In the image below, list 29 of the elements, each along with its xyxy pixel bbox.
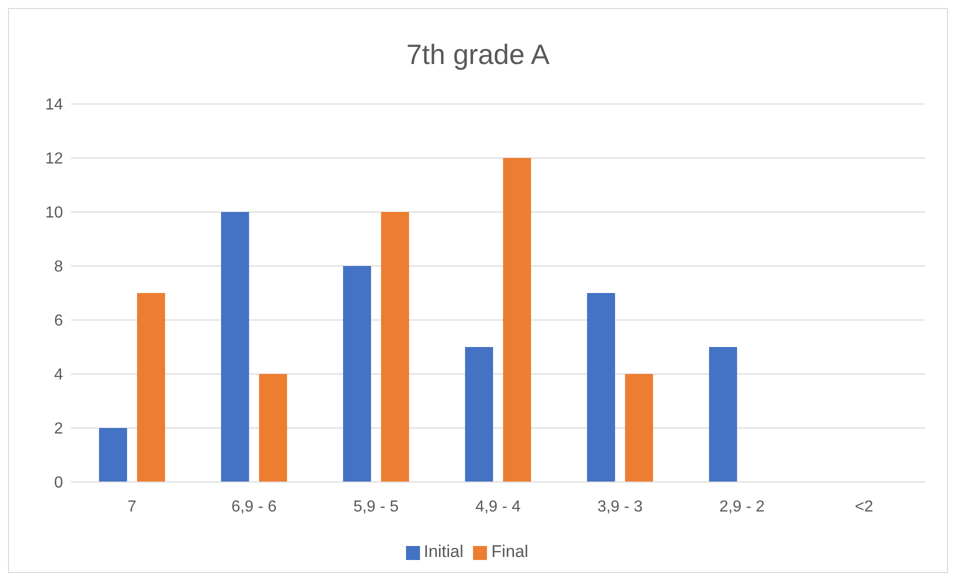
x-tick-label: 2,9 - 2 xyxy=(719,498,765,516)
x-tick-label: 4,9 - 4 xyxy=(475,498,521,516)
bar xyxy=(221,212,250,482)
legend-label: Final xyxy=(491,542,528,561)
y-tick-label: 0 xyxy=(54,474,64,492)
y-tick-label: 2 xyxy=(54,420,64,438)
y-tick-label: 14 xyxy=(45,96,64,114)
bar xyxy=(587,293,616,482)
bar xyxy=(137,293,166,482)
legend-label: Initial xyxy=(424,542,464,561)
y-tick-label: 12 xyxy=(45,150,64,168)
chart-title: 7th grade A xyxy=(405,39,551,71)
bar xyxy=(709,347,738,482)
x-tick-label: 3,9 - 3 xyxy=(597,498,643,516)
bar xyxy=(503,158,532,482)
bar xyxy=(381,212,410,482)
bar xyxy=(625,374,654,482)
y-tick-label: 8 xyxy=(54,258,64,276)
y-tick-label: 6 xyxy=(54,312,64,330)
bar xyxy=(99,428,128,482)
bar xyxy=(343,266,372,482)
bar xyxy=(465,347,494,482)
x-tick-label: 5,9 - 5 xyxy=(353,498,399,516)
x-tick-label: 6,9 - 6 xyxy=(231,498,277,516)
bar xyxy=(259,374,288,482)
x-tick-label: <2 xyxy=(854,498,874,516)
y-tick-label: 10 xyxy=(45,204,64,222)
y-tick-label: 4 xyxy=(54,366,64,384)
x-tick-label: 7 xyxy=(128,498,137,516)
